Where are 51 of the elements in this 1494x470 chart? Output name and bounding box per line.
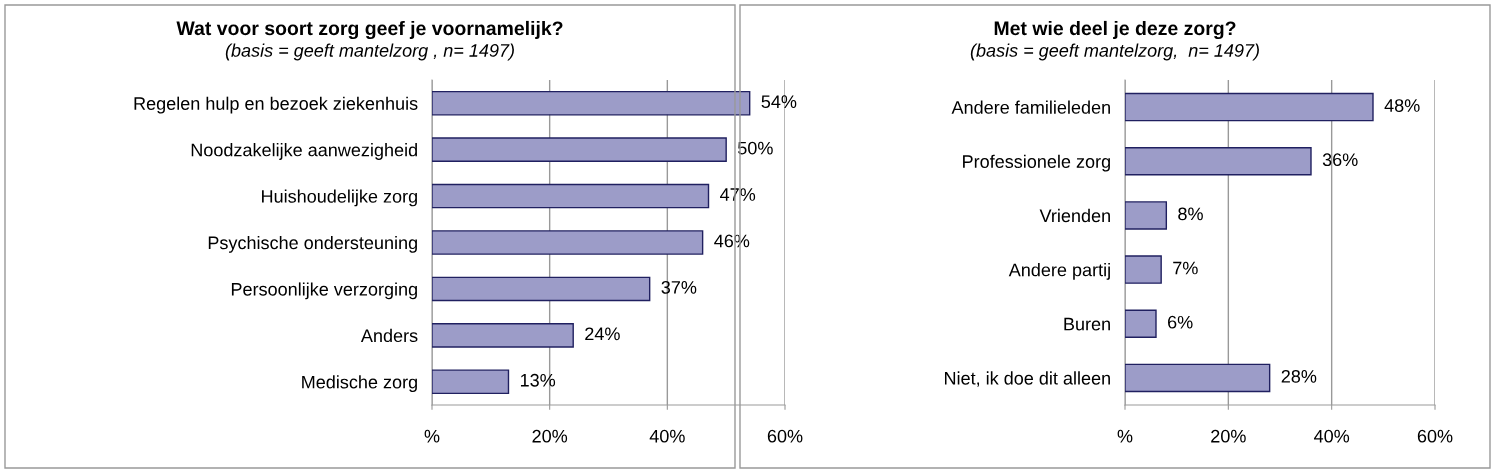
bar: [1125, 255, 1162, 284]
y-tick-label: Persoonlijke verzorging: [231, 282, 417, 300]
x-tick-label: 20%: [1211, 429, 1246, 443]
data-label: 47%: [720, 188, 756, 201]
data-label: 7%: [1173, 261, 1198, 275]
y-tick-label: Medische zorg: [302, 375, 417, 393]
data-label: 36%: [1322, 153, 1358, 167]
y-tick-label: Professionele zorg: [963, 154, 1110, 172]
chart-title: Met wie deel je deze zorg?: [994, 20, 1236, 40]
y-tick-label: Regelen hulp en bezoek ziekenhuis: [134, 96, 418, 114]
x-tick-label: %: [1117, 429, 1133, 443]
y-tick-label: Andere partij: [1008, 263, 1110, 280]
data-label: 6%: [1168, 315, 1193, 329]
y-tick-label: Andere familieleden: [951, 100, 1110, 114]
x-tick-label: 20%: [532, 429, 568, 443]
y-tick-label: Noodzakelijke aanwezigheid: [191, 143, 417, 160]
bar: [432, 90, 751, 116]
bar: [432, 276, 651, 302]
y-tick-label: Niet, ik doe dit alleen: [944, 371, 1110, 387]
x-tick-label: 60%: [1417, 429, 1453, 443]
x-tick-label: 60%: [767, 429, 803, 443]
bar: [1125, 201, 1168, 230]
chart-subtitle: (basis = geeft mantelzorg , n= 1497): [225, 43, 514, 61]
data-label: 46%: [714, 234, 750, 248]
data-label: 24%: [585, 327, 620, 341]
y-tick-label: Anders: [360, 328, 418, 343]
x-tick-label: %: [424, 429, 440, 443]
data-label: 48%: [1384, 99, 1420, 112]
chart-title: Wat voor soort zorg geef je voornamelijk?: [176, 20, 563, 40]
y-tick-label: Vrienden: [1039, 208, 1110, 223]
bar: [1125, 92, 1374, 122]
bar: [432, 183, 710, 209]
x-tick-label: 40%: [649, 429, 685, 443]
y-tick-label: Psychische ondersteuning: [208, 235, 417, 253]
bar: [432, 230, 704, 255]
x-tick-label: 40%: [1314, 429, 1350, 443]
y-tick-label: Buren: [1064, 317, 1110, 331]
data-label: 13%: [520, 373, 556, 387]
bar: [432, 323, 574, 348]
data-label: 28%: [1281, 369, 1317, 383]
y-tick-label: Huishoudelijke zorg: [262, 189, 417, 207]
bar: [1125, 309, 1157, 338]
chart-subtitle: (basis = geeft mantelzorg, n= 1497): [970, 43, 1259, 61]
data-label: 8%: [1178, 207, 1203, 221]
bar: [432, 369, 510, 395]
data-label: 54%: [761, 95, 797, 109]
data-label: 37%: [661, 280, 697, 294]
bar: [1125, 147, 1312, 176]
bar: [432, 137, 727, 162]
bar: [1125, 363, 1271, 393]
data-label: 50%: [738, 141, 773, 155]
